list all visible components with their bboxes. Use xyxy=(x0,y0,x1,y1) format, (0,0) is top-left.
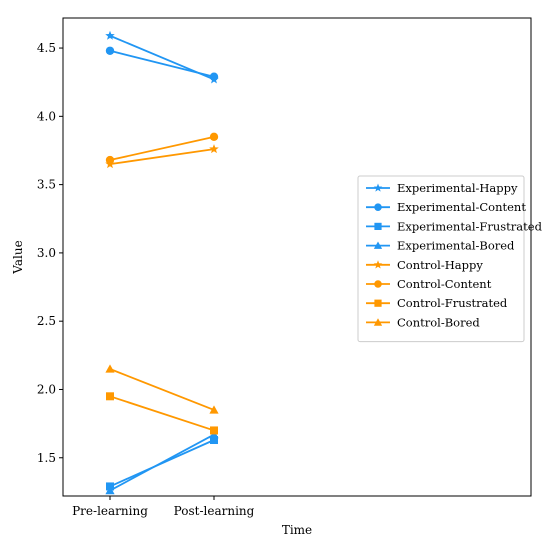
data-point xyxy=(105,485,115,495)
legend-label: Experimental-Frustrated xyxy=(397,219,543,233)
x-tick-label: Post-learning xyxy=(174,504,255,518)
legend-item: Experimental-Happy xyxy=(366,181,518,195)
y-tick-label: 2.5 xyxy=(37,314,56,328)
legend-label: Experimental-Happy xyxy=(397,181,518,195)
y-tick-label: 1.5 xyxy=(37,451,56,465)
series-experimental-bored xyxy=(105,429,219,495)
y-tick-label: 3.0 xyxy=(37,246,56,260)
legend-marker xyxy=(374,280,382,288)
data-point xyxy=(209,132,219,142)
legend-item: Experimental-Content xyxy=(366,200,526,214)
series-line xyxy=(109,148,215,166)
legend-marker xyxy=(373,183,383,192)
y-tick-label: 3.5 xyxy=(37,178,56,192)
legend-marker xyxy=(374,203,382,211)
legend-label: Control-Bored xyxy=(397,315,480,329)
legend-item: Control-Bored xyxy=(366,315,480,329)
legend-label: Control-Happy xyxy=(397,258,483,272)
series-control-content xyxy=(105,132,219,165)
legend-marker xyxy=(373,318,383,326)
legend-marker xyxy=(374,299,382,307)
plot-area: 1.5 2.0 2.5 3.0 3.5 4.0 4.5 Pre-learning Post-le… xyxy=(11,17,532,537)
data-point xyxy=(210,426,218,435)
legend-label: Experimental-Bored xyxy=(397,239,515,253)
data-point xyxy=(209,144,219,154)
series-line xyxy=(109,433,215,492)
data-point xyxy=(105,155,115,165)
series-control-bored xyxy=(105,364,219,414)
legend-label: Control-Frustrated xyxy=(397,296,508,310)
legend-marker xyxy=(373,260,383,269)
y-axis-label: Value xyxy=(11,240,25,274)
legend: Experimental-Happy Experimental-Content Ex… xyxy=(357,175,543,343)
data-point xyxy=(209,405,219,414)
axes-frame xyxy=(62,17,532,497)
series-line xyxy=(109,49,215,78)
legend-label: Experimental-Content xyxy=(397,200,526,214)
series-line xyxy=(109,135,215,161)
series-line xyxy=(109,368,215,411)
legend-marker xyxy=(373,241,383,249)
y-tick-label: 4.5 xyxy=(37,41,56,55)
series-experimental-happy xyxy=(105,30,219,84)
series-control-frustrated xyxy=(106,392,218,435)
series-line xyxy=(109,395,215,432)
data-point xyxy=(106,392,114,401)
y-tick-label: 4.0 xyxy=(37,109,56,123)
legend-item: Control-Happy xyxy=(366,258,483,272)
data-point xyxy=(210,436,218,445)
legend-label: Control-Content xyxy=(397,277,492,291)
y-tick-label: 2.0 xyxy=(37,382,56,396)
series-experimental-content xyxy=(105,46,219,81)
data-point xyxy=(209,72,219,81)
data-point xyxy=(105,46,115,55)
legend-marker xyxy=(374,222,382,230)
legend-box xyxy=(357,175,525,343)
legend-item: Control-Frustrated xyxy=(366,296,508,310)
x-tick-label: Pre-learning xyxy=(72,504,148,518)
legend-item: Experimental-Frustrated xyxy=(366,219,543,233)
legend-item: Experimental-Bored xyxy=(366,239,515,253)
legend-item: Control-Content xyxy=(366,277,492,291)
data-point xyxy=(105,364,115,373)
data-point xyxy=(105,30,115,40)
x-axis-label: Time xyxy=(282,523,312,537)
